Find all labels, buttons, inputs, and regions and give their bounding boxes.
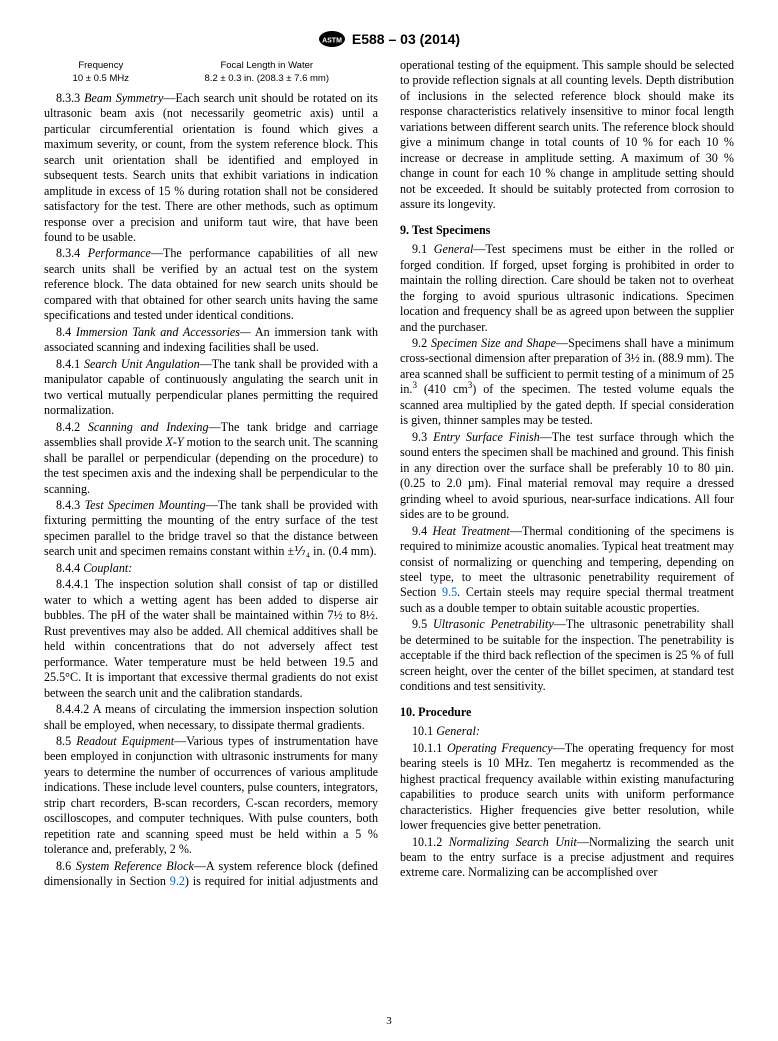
para-9-1: 9.1 General—Test specimens must be eithe…	[400, 242, 734, 335]
section-9-title: 9. Test Specimens	[400, 223, 734, 238]
designation: E588 – 03 (2014)	[352, 31, 460, 47]
table-cell: 8.2 ± 0.3 in. (208.3 ± 7.6 mm)	[158, 73, 376, 84]
xref-9-5[interactable]: 9.5	[442, 585, 457, 599]
para-9-5: 9.5 Ultrasonic Penetrability—The ultraso…	[400, 617, 734, 694]
para-8-4-1: 8.4.1 Search Unit Angulation—The tank sh…	[44, 357, 378, 419]
para-9-4: 9.4 Heat Treatment—Thermal conditioning …	[400, 524, 734, 617]
table-cell: 10 ± 0.5 MHz	[46, 73, 156, 84]
astm-logo-icon: ASTM	[318, 30, 346, 48]
para-8-4-4-2: 8.4.4.2 A means of circulating the immer…	[44, 702, 378, 733]
para-10-1-1: 10.1.1 Operating Frequency—The operating…	[400, 741, 734, 834]
section-10-title: 10. Procedure	[400, 705, 734, 720]
page: ASTM E588 – 03 (2014) Frequency Focal Le…	[0, 0, 778, 1041]
para-8-4: 8.4 Immersion Tank and Accessories— An i…	[44, 325, 378, 356]
xref-9-2[interactable]: 9.2	[170, 874, 185, 888]
para-8-5: 8.5 Readout Equipment—Various types of i…	[44, 734, 378, 858]
para-9-3: 9.3 Entry Surface Finish—The test surfac…	[400, 430, 734, 523]
para-10-1: 10.1 General:	[400, 724, 734, 739]
table-header: Focal Length in Water	[158, 60, 376, 71]
spec-table: Frequency Focal Length in Water 10 ± 0.5…	[44, 58, 378, 87]
svg-text:ASTM: ASTM	[322, 38, 342, 45]
table-header: Frequency	[46, 60, 156, 71]
para-8-3-4: 8.3.4 Performance—The performance capabi…	[44, 246, 378, 323]
body-columns: Frequency Focal Length in Water 10 ± 0.5…	[44, 58, 734, 890]
para-8-3-3: 8.3.3 Beam Symmetry—Each search unit sho…	[44, 91, 378, 246]
document-header: ASTM E588 – 03 (2014)	[44, 30, 734, 48]
page-number: 3	[0, 1015, 778, 1027]
para-8-4-4: 8.4.4 Couplant:	[44, 561, 378, 576]
para-9-2: 9.2 Specimen Size and Shape—Specimens sh…	[400, 336, 734, 429]
para-10-1-2: 10.1.2 Normalizing Search Unit—Normalizi…	[400, 835, 734, 881]
para-8-4-2: 8.4.2 Scanning and Indexing—The tank bri…	[44, 420, 378, 497]
para-8-4-3: 8.4.3 Test Specimen Mounting—The tank sh…	[44, 498, 378, 560]
para-8-4-4-1: 8.4.4.1 The inspection solution shall co…	[44, 577, 378, 701]
